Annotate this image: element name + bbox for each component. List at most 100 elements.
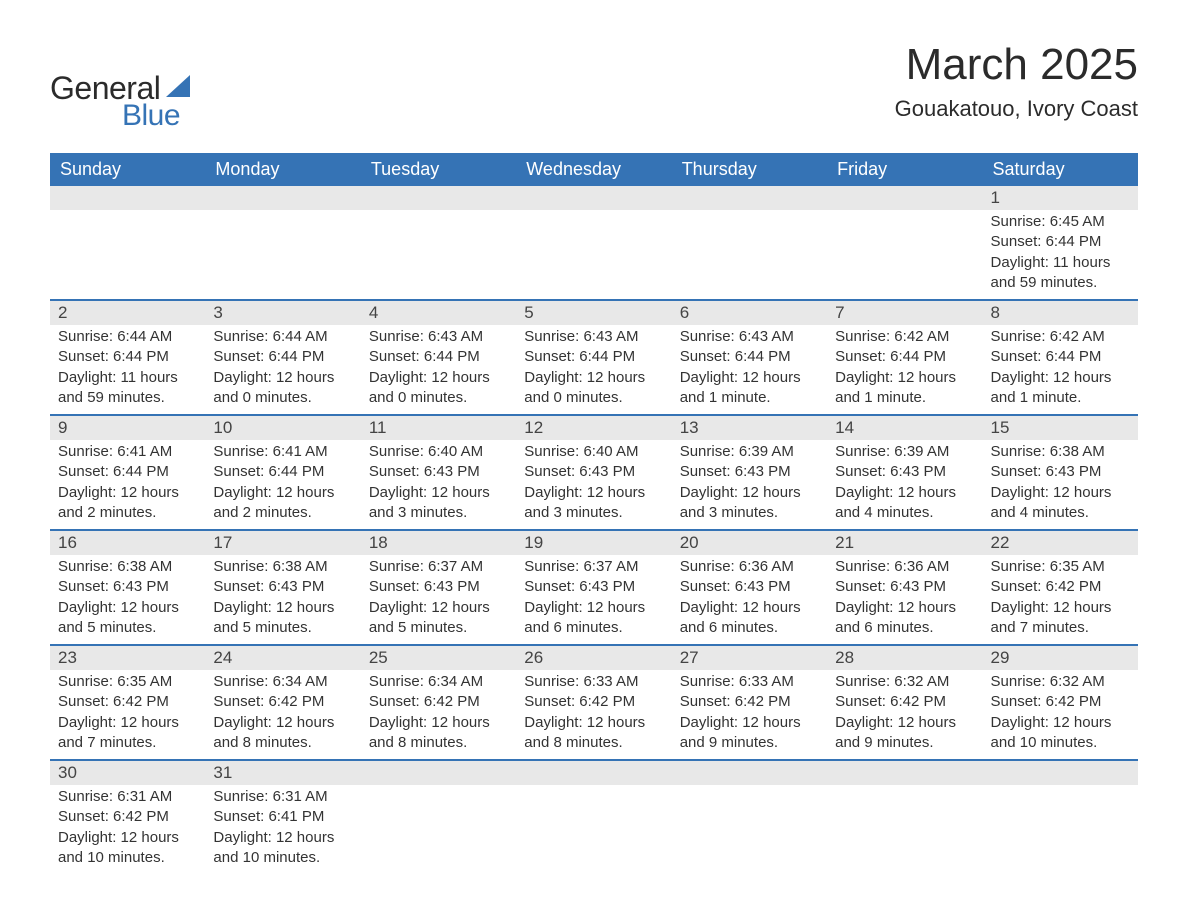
daylight-line: Daylight: 12 hours and 10 minutes. bbox=[991, 713, 1130, 754]
sunset-line: Sunset: 6:43 PM bbox=[835, 462, 974, 482]
week-row: 1Sunrise: 6:45 AMSunset: 6:44 PMDaylight… bbox=[50, 186, 1138, 301]
empty-day-cell bbox=[983, 761, 1138, 874]
daylight-line: Daylight: 11 hours and 59 minutes. bbox=[991, 253, 1130, 294]
day-number: 3 bbox=[205, 301, 360, 325]
day-body: Sunrise: 6:33 AMSunset: 6:42 PMDaylight:… bbox=[516, 670, 671, 755]
day-cell: 5Sunrise: 6:43 AMSunset: 6:44 PMDaylight… bbox=[516, 301, 671, 414]
daylight-line: Daylight: 12 hours and 3 minutes. bbox=[369, 483, 508, 524]
day-number: 5 bbox=[516, 301, 671, 325]
empty-day-cell bbox=[205, 186, 360, 299]
day-body: Sunrise: 6:36 AMSunset: 6:43 PMDaylight:… bbox=[827, 555, 982, 640]
sunrise-line: Sunrise: 6:31 AM bbox=[58, 787, 197, 807]
day-number: 23 bbox=[50, 646, 205, 670]
day-cell: 19Sunrise: 6:37 AMSunset: 6:43 PMDayligh… bbox=[516, 531, 671, 644]
sunset-line: Sunset: 6:42 PM bbox=[58, 807, 197, 827]
day-number: 16 bbox=[50, 531, 205, 555]
empty-day-cell bbox=[827, 761, 982, 874]
sunrise-line: Sunrise: 6:35 AM bbox=[58, 672, 197, 692]
day-cell: 4Sunrise: 6:43 AMSunset: 6:44 PMDaylight… bbox=[361, 301, 516, 414]
weekday-header: Tuesday bbox=[361, 153, 516, 186]
day-body: Sunrise: 6:35 AMSunset: 6:42 PMDaylight:… bbox=[50, 670, 205, 755]
day-body: Sunrise: 6:32 AMSunset: 6:42 PMDaylight:… bbox=[983, 670, 1138, 755]
empty-day-cell bbox=[827, 186, 982, 299]
weekday-header: Friday bbox=[827, 153, 982, 186]
logo-text-blue: Blue bbox=[122, 99, 180, 133]
day-body bbox=[983, 785, 1138, 789]
sunrise-line: Sunrise: 6:37 AM bbox=[524, 557, 663, 577]
day-number: 19 bbox=[516, 531, 671, 555]
day-number: 20 bbox=[672, 531, 827, 555]
daylight-line: Daylight: 12 hours and 6 minutes. bbox=[680, 598, 819, 639]
daylight-line: Daylight: 12 hours and 4 minutes. bbox=[835, 483, 974, 524]
day-body: Sunrise: 6:34 AMSunset: 6:42 PMDaylight:… bbox=[205, 670, 360, 755]
day-body: Sunrise: 6:42 AMSunset: 6:44 PMDaylight:… bbox=[827, 325, 982, 410]
empty-day-cell bbox=[672, 761, 827, 874]
sunset-line: Sunset: 6:44 PM bbox=[524, 347, 663, 367]
day-body: Sunrise: 6:37 AMSunset: 6:43 PMDaylight:… bbox=[516, 555, 671, 640]
daylight-line: Daylight: 12 hours and 7 minutes. bbox=[58, 713, 197, 754]
day-body bbox=[672, 785, 827, 789]
daylight-line: Daylight: 12 hours and 4 minutes. bbox=[991, 483, 1130, 524]
day-number: 24 bbox=[205, 646, 360, 670]
day-body bbox=[361, 785, 516, 789]
day-body: Sunrise: 6:40 AMSunset: 6:43 PMDaylight:… bbox=[361, 440, 516, 525]
sunrise-line: Sunrise: 6:34 AM bbox=[213, 672, 352, 692]
sunset-line: Sunset: 6:44 PM bbox=[213, 347, 352, 367]
sunset-line: Sunset: 6:42 PM bbox=[213, 692, 352, 712]
day-cell: 29Sunrise: 6:32 AMSunset: 6:42 PMDayligh… bbox=[983, 646, 1138, 759]
daylight-line: Daylight: 12 hours and 10 minutes. bbox=[58, 828, 197, 869]
empty-day-cell bbox=[361, 186, 516, 299]
sunrise-line: Sunrise: 6:43 AM bbox=[680, 327, 819, 347]
day-number bbox=[205, 186, 360, 210]
header: General Blue March 2025 Gouakatouo, Ivor… bbox=[50, 40, 1138, 133]
sunrise-line: Sunrise: 6:42 AM bbox=[835, 327, 974, 347]
weekday-header: Thursday bbox=[672, 153, 827, 186]
day-cell: 2Sunrise: 6:44 AMSunset: 6:44 PMDaylight… bbox=[50, 301, 205, 414]
day-body: Sunrise: 6:33 AMSunset: 6:42 PMDaylight:… bbox=[672, 670, 827, 755]
sunrise-line: Sunrise: 6:36 AM bbox=[835, 557, 974, 577]
daylight-line: Daylight: 12 hours and 1 minute. bbox=[835, 368, 974, 409]
daylight-line: Daylight: 12 hours and 6 minutes. bbox=[835, 598, 974, 639]
day-number bbox=[983, 761, 1138, 785]
day-number bbox=[672, 761, 827, 785]
day-number: 27 bbox=[672, 646, 827, 670]
sunrise-line: Sunrise: 6:38 AM bbox=[58, 557, 197, 577]
sunset-line: Sunset: 6:44 PM bbox=[991, 232, 1130, 252]
day-body: Sunrise: 6:35 AMSunset: 6:42 PMDaylight:… bbox=[983, 555, 1138, 640]
day-cell: 24Sunrise: 6:34 AMSunset: 6:42 PMDayligh… bbox=[205, 646, 360, 759]
day-cell: 31Sunrise: 6:31 AMSunset: 6:41 PMDayligh… bbox=[205, 761, 360, 874]
daylight-line: Daylight: 12 hours and 6 minutes. bbox=[524, 598, 663, 639]
day-cell: 1Sunrise: 6:45 AMSunset: 6:44 PMDaylight… bbox=[983, 186, 1138, 299]
day-body bbox=[827, 785, 982, 789]
daylight-line: Daylight: 12 hours and 1 minute. bbox=[680, 368, 819, 409]
weekday-header: Sunday bbox=[50, 153, 205, 186]
day-body: Sunrise: 6:40 AMSunset: 6:43 PMDaylight:… bbox=[516, 440, 671, 525]
day-number bbox=[361, 186, 516, 210]
daylight-line: Daylight: 12 hours and 9 minutes. bbox=[835, 713, 974, 754]
daylight-line: Daylight: 12 hours and 5 minutes. bbox=[369, 598, 508, 639]
day-number: 21 bbox=[827, 531, 982, 555]
day-number: 12 bbox=[516, 416, 671, 440]
week-row: 16Sunrise: 6:38 AMSunset: 6:43 PMDayligh… bbox=[50, 531, 1138, 646]
day-body: Sunrise: 6:43 AMSunset: 6:44 PMDaylight:… bbox=[672, 325, 827, 410]
day-number bbox=[672, 186, 827, 210]
day-number: 13 bbox=[672, 416, 827, 440]
day-body: Sunrise: 6:45 AMSunset: 6:44 PMDaylight:… bbox=[983, 210, 1138, 295]
sunrise-line: Sunrise: 6:32 AM bbox=[991, 672, 1130, 692]
day-body: Sunrise: 6:31 AMSunset: 6:42 PMDaylight:… bbox=[50, 785, 205, 870]
sunset-line: Sunset: 6:43 PM bbox=[369, 462, 508, 482]
daylight-line: Daylight: 12 hours and 3 minutes. bbox=[524, 483, 663, 524]
day-number: 25 bbox=[361, 646, 516, 670]
day-body: Sunrise: 6:43 AMSunset: 6:44 PMDaylight:… bbox=[361, 325, 516, 410]
day-cell: 27Sunrise: 6:33 AMSunset: 6:42 PMDayligh… bbox=[672, 646, 827, 759]
day-body: Sunrise: 6:31 AMSunset: 6:41 PMDaylight:… bbox=[205, 785, 360, 870]
day-body: Sunrise: 6:38 AMSunset: 6:43 PMDaylight:… bbox=[50, 555, 205, 640]
week-row: 9Sunrise: 6:41 AMSunset: 6:44 PMDaylight… bbox=[50, 416, 1138, 531]
day-cell: 16Sunrise: 6:38 AMSunset: 6:43 PMDayligh… bbox=[50, 531, 205, 644]
sunrise-line: Sunrise: 6:37 AM bbox=[369, 557, 508, 577]
day-number: 22 bbox=[983, 531, 1138, 555]
daylight-line: Daylight: 12 hours and 5 minutes. bbox=[213, 598, 352, 639]
sunset-line: Sunset: 6:42 PM bbox=[524, 692, 663, 712]
day-body: Sunrise: 6:42 AMSunset: 6:44 PMDaylight:… bbox=[983, 325, 1138, 410]
day-number: 2 bbox=[50, 301, 205, 325]
